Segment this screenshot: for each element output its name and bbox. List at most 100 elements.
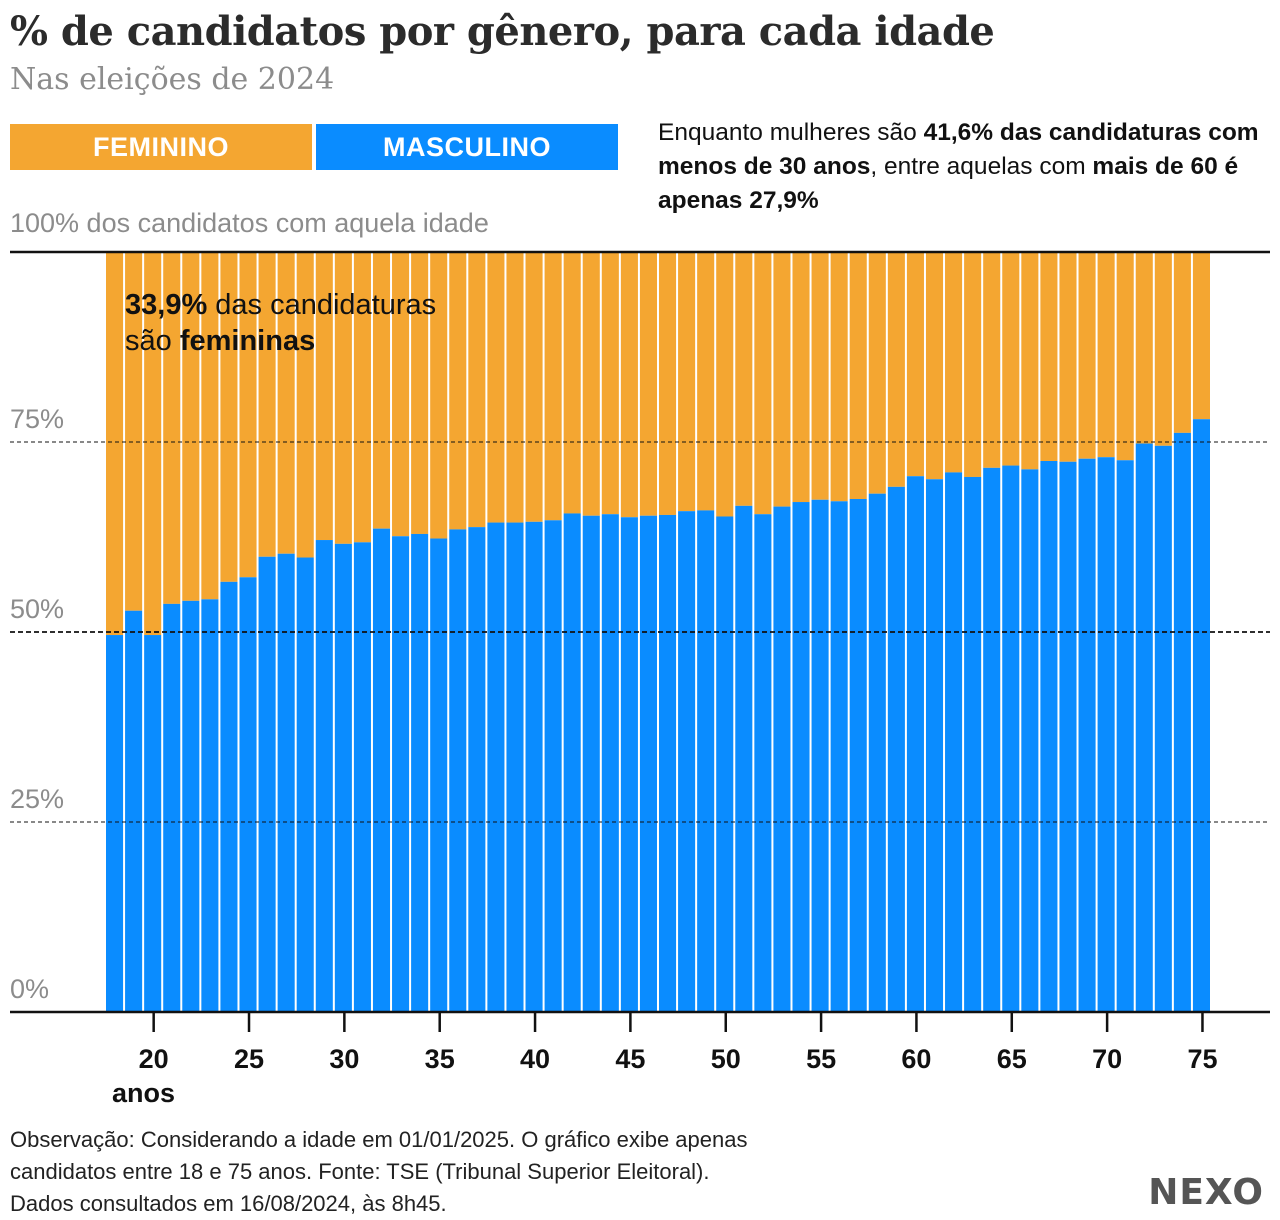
bar-masculino-50 [716, 516, 734, 1012]
bar-masculino-49 [697, 510, 715, 1012]
bar-masculino-35 [430, 538, 448, 1012]
bar-feminino-61 [925, 252, 944, 480]
bar-feminino-27 [277, 252, 295, 554]
bar-masculino-48 [678, 511, 696, 1012]
bar-feminino-23 [201, 252, 219, 600]
y-axis-title: 100% dos candidatos com aquela idade [10, 208, 489, 238]
nexo-logo: NEXO [1148, 1172, 1264, 1213]
bar-feminino-59 [887, 252, 905, 487]
bar-feminino-57 [849, 252, 867, 499]
bar-masculino-20 [144, 635, 162, 1012]
bar-masculino-19 [125, 610, 143, 1012]
bar-feminino-45 [620, 252, 638, 518]
bar-masculino-41 [544, 520, 562, 1012]
bar-feminino-65 [1002, 252, 1020, 466]
bar-feminino-62 [945, 252, 963, 473]
bar-feminino-46 [639, 252, 657, 516]
x-tick-label-75: 75 [1187, 1044, 1217, 1074]
footer-line-1: Observação: Considerando a idade em 01/0… [10, 1127, 748, 1152]
bar-feminino-53 [773, 252, 791, 507]
bar-masculino-61 [925, 479, 944, 1012]
annotation-note: Enquanto mulheres são 41,6% das candidat… [658, 116, 1278, 218]
bar-feminino-18 [106, 252, 124, 636]
bar-feminino-72 [1135, 252, 1153, 444]
legend-feminino: FEMININO [10, 124, 312, 170]
bar-masculino-28 [296, 557, 314, 1012]
legend-masculino: MASCULINO [316, 124, 618, 170]
y-tick-label-75: 75% [10, 404, 64, 434]
annotation-text-1: Enquanto mulheres são [658, 119, 924, 146]
bar-feminino-51 [735, 252, 753, 506]
bar-masculino-22 [182, 600, 200, 1012]
bar-feminino-39 [506, 252, 524, 523]
y-tick-label-0: 0% [10, 974, 49, 1004]
bar-feminino-43 [582, 252, 600, 516]
bar-feminino-24 [220, 252, 238, 582]
bar-masculino-47 [659, 514, 677, 1012]
x-tick-label-20: 20 [139, 1044, 169, 1074]
bar-feminino-38 [487, 252, 505, 523]
footer-line-3: Dados consultados em 16/08/2024, às 8h45… [10, 1191, 447, 1216]
bar-feminino-28 [296, 252, 314, 558]
bar-masculino-67 [1040, 461, 1058, 1012]
x-tick-label-45: 45 [615, 1044, 645, 1074]
bar-masculino-25 [239, 577, 257, 1012]
bar-feminino-60 [906, 252, 924, 477]
bar-masculino-36 [449, 529, 467, 1012]
x-tick-label-25: 25 [234, 1044, 264, 1074]
bar-feminino-56 [830, 252, 848, 502]
bar-masculino-59 [887, 486, 905, 1013]
bar-masculino-24 [220, 581, 238, 1012]
bar-masculino-55 [811, 499, 829, 1012]
bar-feminino-42 [563, 252, 581, 514]
bar-feminino-50 [716, 252, 734, 517]
annotation-text-2: , entre aquelas com [870, 153, 1093, 180]
annotation-bold-1: 41,6% das candidaturas com menos de 30 a… [658, 119, 1259, 180]
bar-masculino-51 [735, 505, 753, 1012]
bar-masculino-56 [830, 501, 848, 1012]
bar-masculino-68 [1059, 461, 1077, 1012]
bar-feminino-66 [1021, 252, 1039, 470]
bar-masculino-37 [468, 527, 486, 1012]
annotation-bold-2: mais de 60 é apenas 27,9% [658, 153, 1239, 214]
footer-note: Observação: Considerando a idade em 01/0… [10, 1124, 950, 1220]
bar-masculino-53 [773, 506, 791, 1012]
footer-line-2: candidatos entre 18 e 75 anos. Fonte: TS… [10, 1159, 710, 1184]
bar-feminino-33 [392, 252, 410, 537]
bar-masculino-54 [792, 502, 810, 1012]
x-tick-label-35: 35 [425, 1044, 455, 1074]
inner-note-line-1: 33,9% das candidaturas [125, 289, 436, 321]
bar-feminino-40 [525, 252, 543, 522]
bar-feminino-31 [353, 252, 371, 543]
bar-feminino-22 [182, 252, 200, 601]
bar-feminino-47 [659, 252, 677, 515]
bar-feminino-73 [1154, 252, 1172, 446]
bar-masculino-39 [506, 522, 524, 1012]
bar-masculino-21 [163, 603, 181, 1012]
bar-masculino-40 [525, 521, 543, 1012]
bar-feminino-75 [1192, 252, 1210, 420]
bar-feminino-48 [678, 252, 696, 512]
bar-masculino-31 [353, 542, 371, 1012]
bar-feminino-64 [983, 252, 1001, 468]
bar-masculino-75 [1192, 419, 1210, 1012]
bar-feminino-26 [258, 252, 276, 557]
x-tick-label-30: 30 [329, 1044, 359, 1074]
bar-masculino-18 [106, 635, 124, 1012]
bar-feminino-25 [239, 252, 257, 578]
bar-masculino-38 [487, 522, 505, 1012]
bar-feminino-35 [430, 252, 448, 539]
x-tick-label-40: 40 [520, 1044, 550, 1074]
bar-masculino-43 [582, 515, 600, 1012]
x-unit-label: anos [112, 1078, 175, 1108]
bar-feminino-58 [868, 252, 886, 494]
bar-feminino-34 [411, 252, 429, 534]
x-axis: 20 25 30 35 40 45 50 55 60 65 70 75 [139, 1012, 1217, 1074]
chart-title: % de candidatos por gênero, para cada id… [10, 8, 995, 55]
bar-feminino-20 [144, 252, 162, 636]
bar-masculino-29 [315, 540, 333, 1012]
bar-masculino-23 [201, 599, 219, 1012]
x-tick-label-70: 70 [1092, 1044, 1122, 1074]
bar-masculino-32 [372, 528, 391, 1012]
bar-masculino-52 [754, 514, 772, 1012]
